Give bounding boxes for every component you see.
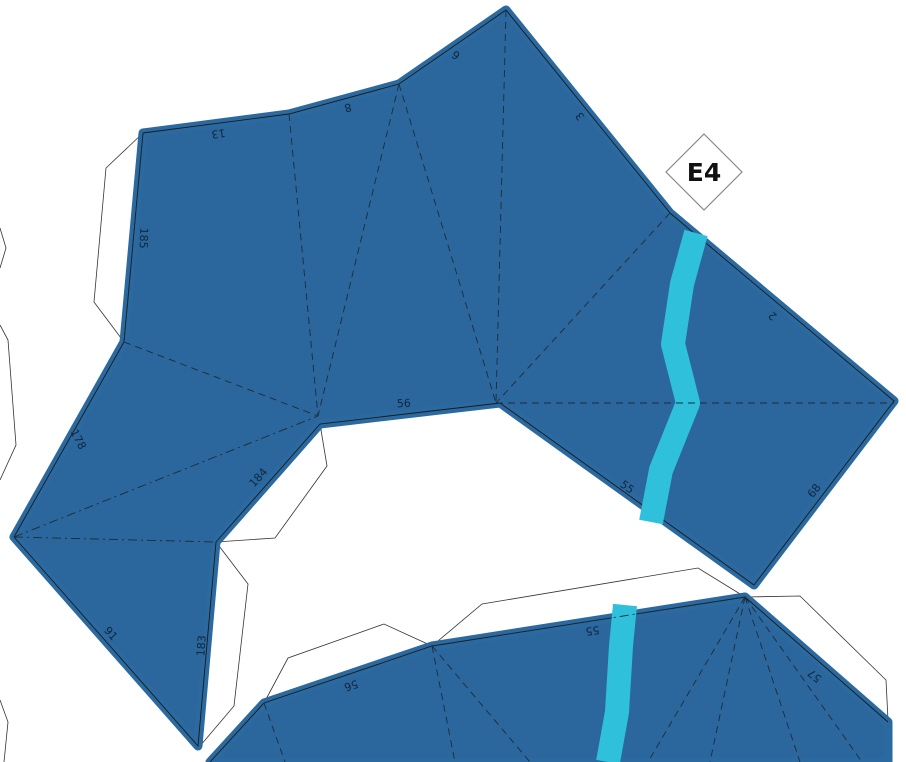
accent-stripe-upper: [639, 229, 708, 525]
edge-number: 56: [342, 677, 359, 694]
fold-line: [495, 212, 671, 404]
fold-line: [647, 596, 746, 762]
fold-line: [744, 596, 863, 762]
accent-stripe-lower: [596, 603, 637, 762]
fold-line: [431, 645, 531, 762]
fold-line-dashdot: [13, 415, 319, 538]
edge-number: 8: [343, 100, 353, 114]
template-piece-lower: [205, 592, 893, 762]
fold-line: [317, 83, 400, 417]
glue-tabs: [0, 132, 889, 762]
fold-line: [431, 645, 456, 762]
glue-tab-far-left-1: [0, 227, 7, 269]
fold-line: [709, 596, 746, 762]
part-label-badge: E4: [665, 133, 743, 211]
fold-line-dashdot: [13, 536, 217, 543]
fold-line: [398, 83, 497, 404]
fold-line: [495, 9, 507, 404]
glue-tab-far-left-2: [0, 324, 17, 481]
fold-line: [123, 341, 319, 417]
fold-line: [123, 132, 144, 343]
fold-line-dashdot: [431, 596, 746, 647]
edge-number: 185: [137, 227, 151, 248]
template-piece-upper-outline: [13, 9, 895, 748]
edge-number: 56: [396, 397, 411, 411]
glue-tab-bottom-right: [744, 595, 889, 721]
fold-line: [744, 596, 801, 762]
edge-number: 55: [585, 623, 601, 638]
badge-diamond: [665, 133, 743, 211]
fold-line: [263, 702, 286, 762]
fold-line: [288, 113, 319, 417]
fold-lines: [13, 9, 894, 762]
glue-tab-left-lower: [199, 541, 249, 747]
glue-tab-bottom-left: [263, 623, 433, 704]
edge-number: 183: [194, 635, 208, 657]
glue-tab-inner-curve: [215, 423, 328, 543]
glue-tab-far-left-3: [0, 699, 9, 762]
glue-tab-left-upper: [93, 132, 144, 343]
edge-number: 13: [211, 126, 227, 141]
badge-label: E4: [687, 158, 721, 187]
glue-tab-bottom-top: [431, 567, 746, 647]
